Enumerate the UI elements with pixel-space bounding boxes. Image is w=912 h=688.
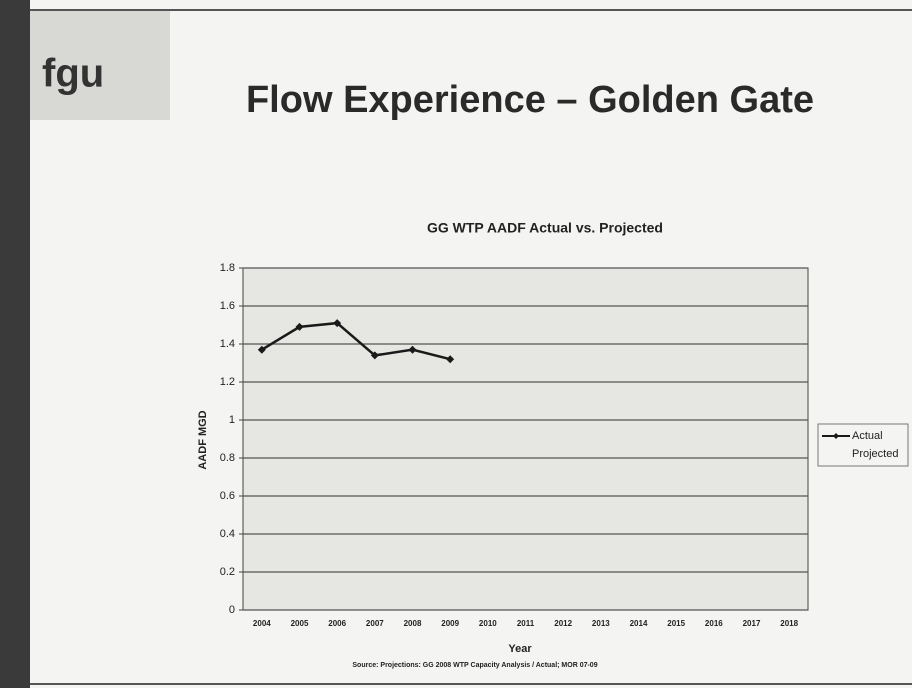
data-point: [408, 345, 417, 354]
x-tick-label: 2009: [441, 619, 459, 628]
legend-marker: [833, 433, 839, 439]
y-tick-label: 1.2: [220, 376, 235, 388]
y-tick-label: 1.4: [220, 338, 235, 350]
x-tick-label: 2007: [366, 619, 384, 628]
data-point: [333, 319, 342, 328]
data-point: [295, 322, 304, 331]
legend-label: Actual: [852, 430, 883, 442]
x-axis-label: Year: [508, 643, 532, 655]
legend-box: [817, 423, 909, 467]
y-tick-label: 0.4: [220, 528, 235, 540]
x-tick-label: 2015: [667, 619, 685, 628]
series-line: [261, 321, 451, 361]
x-tick-label: 2017: [743, 619, 761, 628]
x-tick-label: 2013: [592, 619, 610, 628]
data-point: [370, 351, 379, 360]
x-tick-label: 2006: [328, 619, 346, 628]
data-point: [257, 345, 266, 354]
y-tick-label: 1: [229, 414, 235, 426]
x-tick-label: 2010: [479, 619, 497, 628]
x-tick-label: 2018: [780, 619, 798, 628]
logo-background: [30, 10, 170, 120]
x-tick-label: 2012: [554, 619, 572, 628]
y-tick-label: 0.8: [220, 452, 235, 464]
legend-label: Projected: [852, 448, 898, 460]
plot-area: [242, 267, 809, 611]
x-tick-label: 2004: [253, 619, 271, 628]
data-point: [446, 355, 455, 364]
y-axis-label: AADF MGD: [197, 410, 209, 469]
x-tick-label: 2008: [404, 619, 422, 628]
source-note: Source: Projections: GG 2008 WTP Capacit…: [352, 662, 597, 669]
chart-title: GG WTP AADF Actual vs. Projected: [427, 220, 663, 236]
x-tick-label: 2005: [291, 619, 309, 628]
slide-title: Flow Experience – Golden Gate: [246, 79, 814, 121]
logo: fgu: [42, 52, 104, 96]
y-tick-label: 0: [229, 604, 235, 616]
y-tick-label: 0.2: [220, 566, 235, 578]
x-tick-label: 2011: [517, 619, 535, 628]
y-tick-label: 1.6: [220, 300, 235, 312]
side-bar: [0, 0, 30, 688]
x-tick-label: 2016: [705, 619, 723, 628]
x-tick-label: 2014: [630, 619, 648, 628]
y-tick-label: 0.6: [220, 490, 235, 502]
y-tick-label: 1.8: [220, 262, 235, 274]
